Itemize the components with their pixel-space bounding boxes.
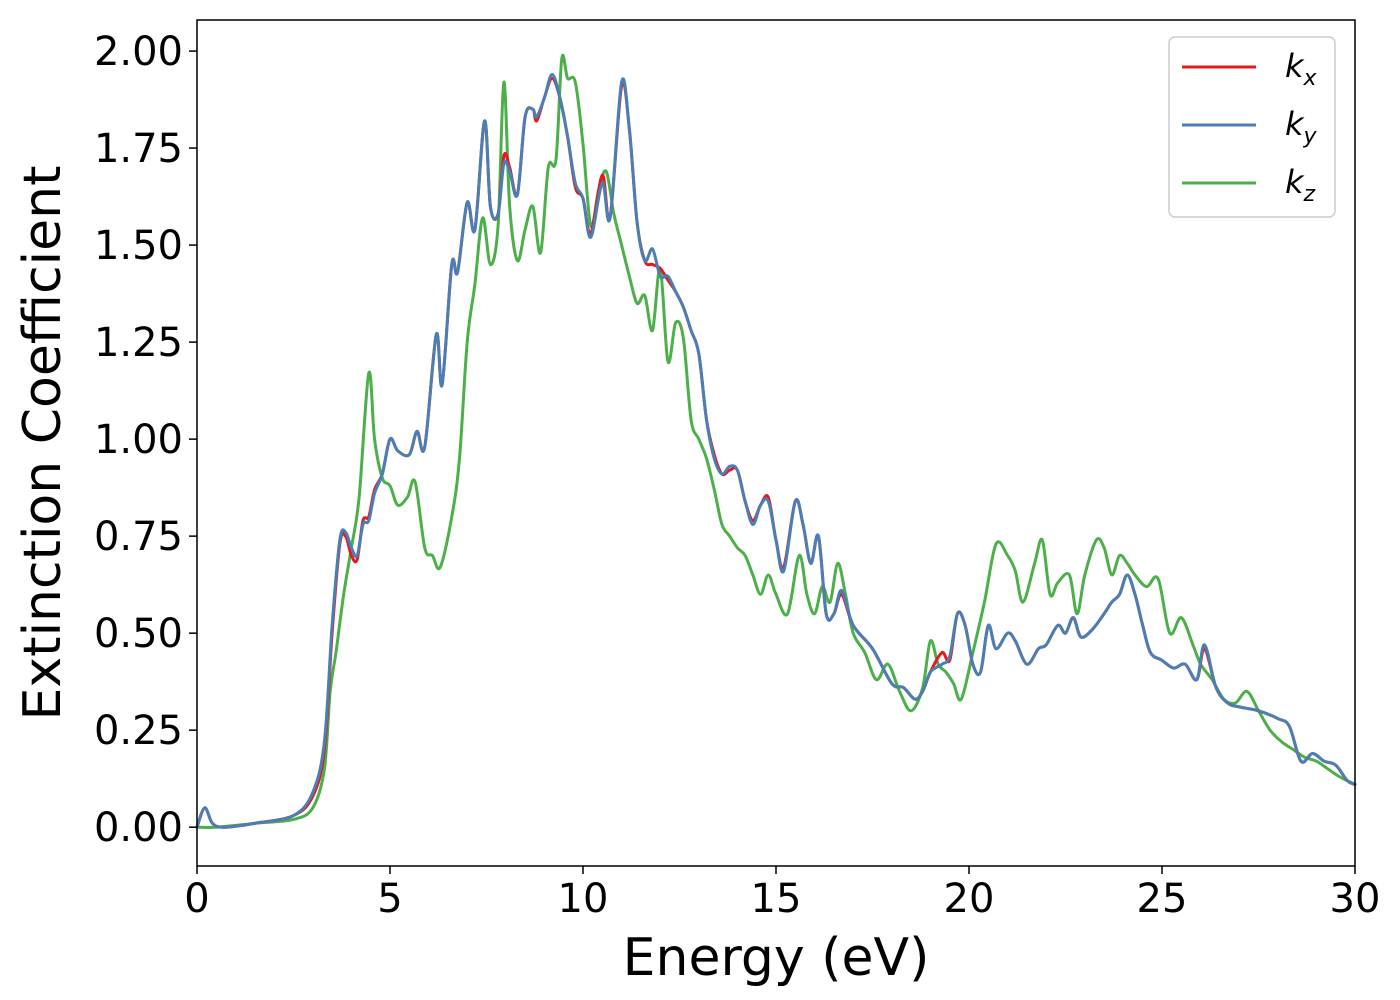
- series-line-kz: [195, 54, 1357, 829]
- legend-label-kx: kx: [1285, 47, 1318, 91]
- x-tick-label: 15: [751, 876, 802, 922]
- y-axis-title: Extinction Coefficient: [13, 166, 73, 721]
- y-tick-label: 1.50: [94, 223, 183, 269]
- x-tick-label: 10: [558, 876, 609, 922]
- y-tick-label: 2.00: [94, 29, 183, 75]
- y-tick-label: 0.50: [94, 611, 183, 657]
- y-tick-label: 1.00: [94, 417, 183, 463]
- series-line-ky: [195, 72, 1357, 829]
- y-axis: 0.00 0.25 0.50 0.75 1.00 1.25 1.50 1.75 2.00: [94, 29, 197, 851]
- x-axis: 0 5 10 15 20 25 30: [184, 866, 1380, 922]
- y-tick-label: 0.25: [94, 708, 183, 754]
- x-axis-title: Energy (eV): [623, 928, 930, 988]
- x-tick-label: 25: [1137, 876, 1188, 922]
- legend-box: [1168, 36, 1336, 218]
- x-tick-label: 0: [184, 876, 209, 922]
- legend: kx ky kz: [1168, 36, 1336, 218]
- x-tick-label: 20: [944, 876, 995, 922]
- y-tick-label: 0.75: [94, 514, 183, 560]
- y-tick-label: 1.75: [94, 126, 183, 172]
- legend-label-kz: kz: [1285, 163, 1316, 207]
- x-tick-label: 5: [377, 876, 402, 922]
- y-tick-label: 1.25: [94, 320, 183, 366]
- x-tick-label: 30: [1330, 876, 1381, 922]
- legend-label-ky: ky: [1285, 105, 1318, 149]
- series-layer: [195, 54, 1357, 829]
- y-tick-label: 0.00: [94, 805, 183, 851]
